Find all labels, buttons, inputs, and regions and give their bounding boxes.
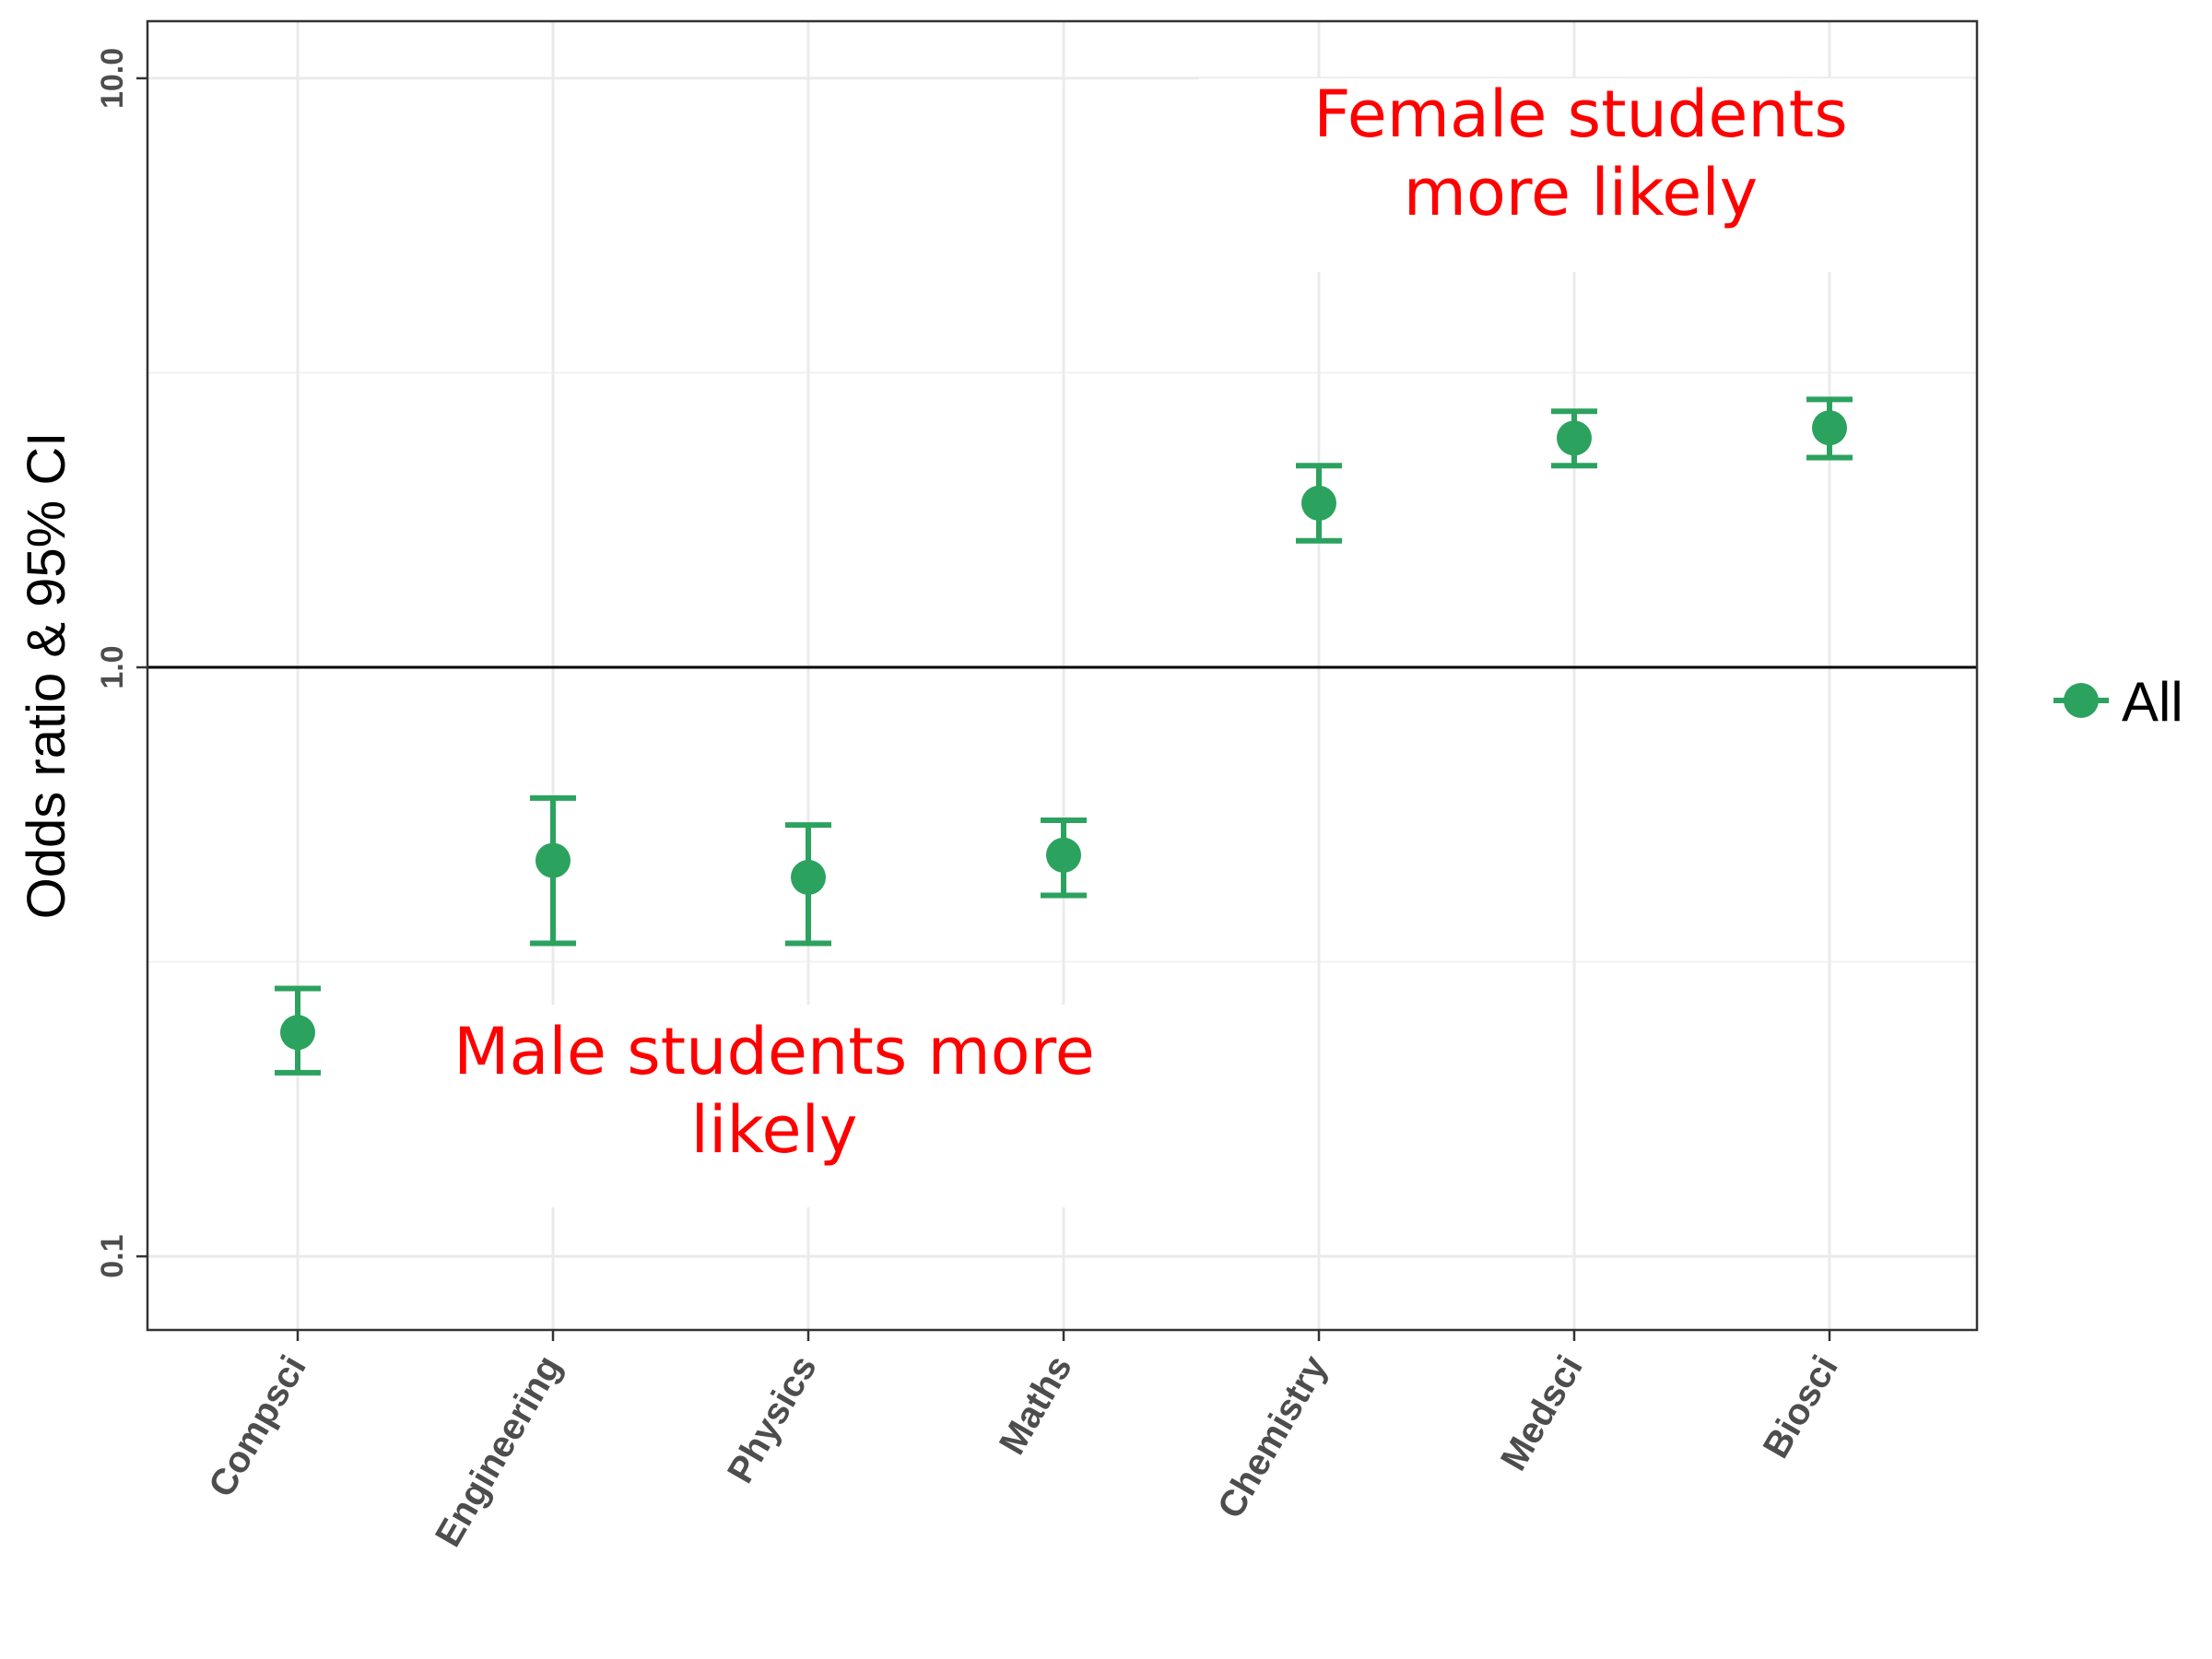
x-tick-label: Maths	[992, 1349, 1080, 1462]
x-tick-label: Biosci	[1756, 1349, 1846, 1465]
data-point	[1046, 837, 1081, 873]
female-annotation-background	[1198, 78, 1972, 272]
x-tick-label: Chemistry	[1210, 1348, 1335, 1525]
annotation-layer: Female students more likely Male student…	[424, 76, 1972, 1207]
female-annotation-line-1: Female students	[1313, 76, 1847, 152]
data-point	[280, 1015, 315, 1051]
x-tick-label: Engineering	[428, 1349, 570, 1554]
data-point	[791, 859, 826, 895]
male-annotation-background	[424, 1005, 1124, 1207]
y-tick-label: 0.1	[95, 1235, 130, 1278]
legend: All	[2053, 671, 2183, 733]
data-point	[1557, 420, 1592, 456]
male-annotation-line-1: Male students more	[453, 1014, 1095, 1089]
y-tick-label: 10.0	[95, 48, 130, 109]
data-layer	[275, 396, 1853, 1076]
plot-panel-border	[146, 19, 1979, 1332]
male-annotation-line-2: likely	[691, 1092, 858, 1168]
data-point	[535, 842, 571, 878]
data-point	[1301, 485, 1336, 521]
x-tick-label: Physics	[720, 1349, 825, 1490]
y-axis-title: Odds ratio & 95% CI	[17, 432, 76, 920]
x-tick-label: Medsci	[1493, 1349, 1591, 1477]
y-tick-label: 1.0	[95, 645, 130, 688]
legend-label: All	[2122, 671, 2183, 733]
data-point	[1812, 410, 1847, 446]
female-annotation-line-2: more likely	[1404, 155, 1758, 230]
x-tick-label: Compsci	[201, 1349, 314, 1504]
legend-marker	[2064, 683, 2099, 718]
